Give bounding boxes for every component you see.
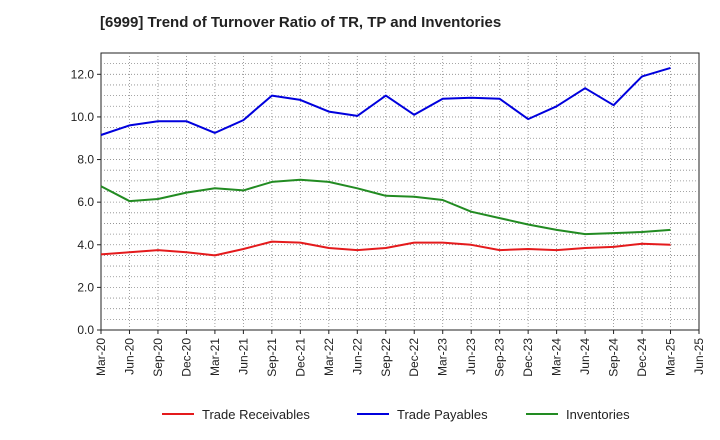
x-tick-label: Jun-21 <box>236 338 250 375</box>
legend-label-inventories: Inventories <box>566 407 630 422</box>
x-tick-label: Mar-25 <box>664 338 678 376</box>
x-axis: Mar-20 Jun-20 Sep-20 Dec-20 Mar-21 Jun-21 Sep-… <box>94 330 706 377</box>
x-tick-label: Mar-20 <box>94 338 108 376</box>
x-tick-label: Jun-22 <box>350 338 364 375</box>
y-tick-label: 10.0 <box>71 110 95 124</box>
inventories-line <box>100 178 671 236</box>
x-tick-label: Jun-20 <box>122 338 136 375</box>
x-tick-label: Dec-21 <box>293 338 307 377</box>
y-tick-label: 12.0 <box>71 67 95 81</box>
x-tick-label: Dec-20 <box>179 338 193 377</box>
y-tick-label: 8.0 <box>77 153 94 167</box>
x-tick-label: Dec-22 <box>407 338 421 377</box>
legend-label-trade-payables: Trade Payables <box>397 407 488 422</box>
legend-label-trade-receivables: Trade Receivables <box>202 407 310 422</box>
legend: Trade Receivables Trade Payables Inventori… <box>162 407 630 422</box>
y-tick-label: 6.0 <box>77 195 94 209</box>
x-tick-label: Mar-21 <box>208 338 222 376</box>
x-tick-label: Mar-22 <box>322 338 336 376</box>
x-tick-label: Sep-23 <box>493 338 507 377</box>
x-tick-label: Jun-23 <box>464 338 478 375</box>
y-tick-label: 2.0 <box>77 280 94 294</box>
x-tick-label: Sep-21 <box>265 338 279 377</box>
y-axis: 0.0 2.0 4.0 6.0 8.0 10.0 12.0 <box>71 67 101 337</box>
x-tick-label: Jun-24 <box>578 338 592 375</box>
y-gridlines <box>101 63 699 320</box>
y-tick-label: 4.0 <box>77 238 94 252</box>
x-tick-label: Sep-22 <box>379 338 393 377</box>
chart-title: [6999] Trend of Turnover Ratio of TR, TP… <box>100 14 502 31</box>
x-tick-label: Sep-24 <box>607 338 621 377</box>
x-tick-label: Dec-23 <box>521 338 535 377</box>
x-tick-label: Mar-24 <box>550 338 564 376</box>
x-tick-label: Mar-23 <box>436 338 450 376</box>
x-tick-label: Sep-20 <box>151 338 165 377</box>
x-tick-label: Jun-25 <box>692 338 706 375</box>
trade-receivables-line <box>100 240 671 257</box>
series-lines <box>100 66 671 257</box>
x-gridlines <box>129 53 671 330</box>
trade-payables-line <box>100 66 671 136</box>
x-tick-label: Dec-24 <box>635 338 649 377</box>
y-tick-label: 0.0 <box>77 323 94 337</box>
